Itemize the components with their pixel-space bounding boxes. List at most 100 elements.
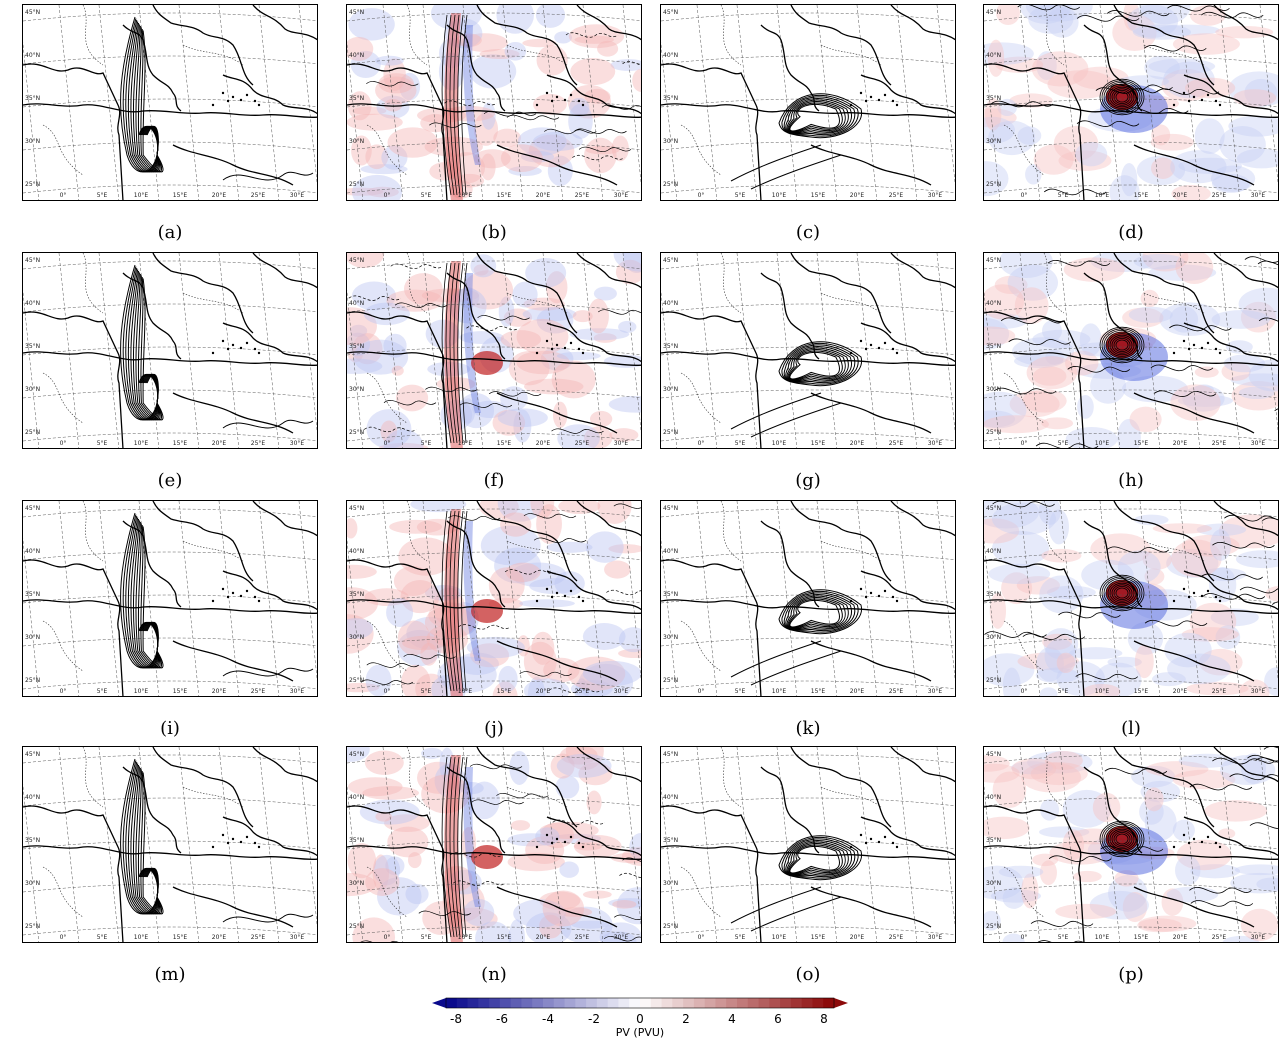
colorbar-segment [747,998,759,1008]
contour-line [457,14,464,196]
lon-tick-label: 10°E [1094,688,1110,695]
contour-line [429,122,482,128]
pv-anomaly [456,287,480,308]
meridian [1259,501,1278,681]
contour-line [142,30,164,173]
pv-anomaly [1219,125,1266,164]
lon-tick-label: 25°E [1211,192,1227,199]
meridian [347,783,364,942]
lat-tick-label: 45°N [663,505,679,512]
contour-line [142,526,164,669]
contour-line [789,351,840,380]
panel-caption: (p) [1118,964,1144,985]
colorbar [432,997,848,1009]
pv-anomaly [1108,874,1148,912]
pv-anomaly [632,68,641,92]
pv-anomaly [1225,340,1253,354]
meridian [661,783,678,942]
coastline [1213,253,1278,289]
lat-tick-label: 40°N [663,548,679,555]
meridian [661,289,678,448]
meridian [178,747,200,942]
meridian [382,501,404,696]
meridian [622,747,641,927]
colorbar-label: PV (PVU) [615,1026,665,1039]
lon-tick-label: 15°E [1133,440,1149,447]
contour-line [1099,326,1145,364]
contour-line [445,510,455,692]
lon-tick-label: 30°E [289,688,305,695]
coastline [152,747,254,828]
island [535,599,539,603]
lon-tick-label: 20°E [849,934,865,941]
contour-line [135,521,160,669]
island [569,835,573,839]
coastline [347,311,448,448]
island [545,833,549,837]
map-canvas [23,253,317,448]
meridian [502,5,524,200]
coastline [476,501,578,582]
lat-tick-label: 30°N [986,634,1002,641]
pv-anomaly [608,898,641,908]
pv-anomaly [1190,864,1241,879]
pv-anomaly [1039,860,1057,886]
meridian [422,253,444,448]
colorbar-segment [618,998,630,1008]
pv-anomaly [492,409,526,436]
lat-tick-label: 45°N [25,505,41,512]
contour-line [1109,582,1135,604]
pv-anomaly [1167,653,1231,685]
pv-anomaly [1055,903,1117,920]
colorbar-segment [693,998,706,1008]
pv-anomaly [1069,647,1123,660]
pv-anomaly [1032,366,1067,386]
pv-anomaly [1240,908,1278,942]
meridian [622,501,641,681]
lon-tick-label: 0° [59,688,67,695]
island [231,343,235,347]
pv-anomaly [375,811,392,822]
pv-anomaly [473,149,511,169]
pv-anomaly [1148,58,1216,75]
pv-anomaly [470,254,497,278]
colorbar-extend-max [834,998,848,1008]
lon-tick-label: 25°E [250,688,266,695]
meridian [776,253,798,448]
colorbar-tick-label: -4 [542,1012,554,1026]
pv-anomaly [1166,886,1219,903]
lon-tick-label: 30°E [289,934,305,941]
parallel [23,432,317,442]
pv-anomaly [990,889,1041,903]
border [366,501,568,672]
pv-anomaly [1172,769,1236,790]
lat-tick-label: 25°N [663,677,679,684]
island [221,587,225,591]
island [1206,835,1210,839]
meridian [298,747,317,927]
pv-anomaly [505,562,541,583]
meridian [936,253,955,433]
island [1200,594,1204,598]
pv-anomaly [1041,417,1074,430]
coastline [860,74,955,115]
pv-anomaly [1256,877,1278,891]
contour-line [130,764,159,915]
lat-tick-label: 30°N [986,138,1002,145]
lon-tick-label: 15°E [1133,688,1149,695]
pv-anomaly [508,919,525,942]
pv-anomaly [416,518,458,536]
coastline [23,559,124,696]
lat-tick-label: 30°N [25,138,41,145]
pv-anomaly [535,5,566,28]
panel-caption: (i) [160,718,180,739]
island [891,595,895,599]
contour-line [990,100,1054,108]
lon-tick-label: 5°E [420,688,432,695]
coastline [661,599,955,615]
meridian [622,5,641,185]
lon-tick-label: 0° [383,934,391,941]
island [211,845,215,849]
map-panel: 45°N 40°N 35°N 30°N 25°N 0° 5°E 10°E 15°E 20°E 25°… [346,746,642,943]
lat-tick-label: 30°N [986,386,1002,393]
